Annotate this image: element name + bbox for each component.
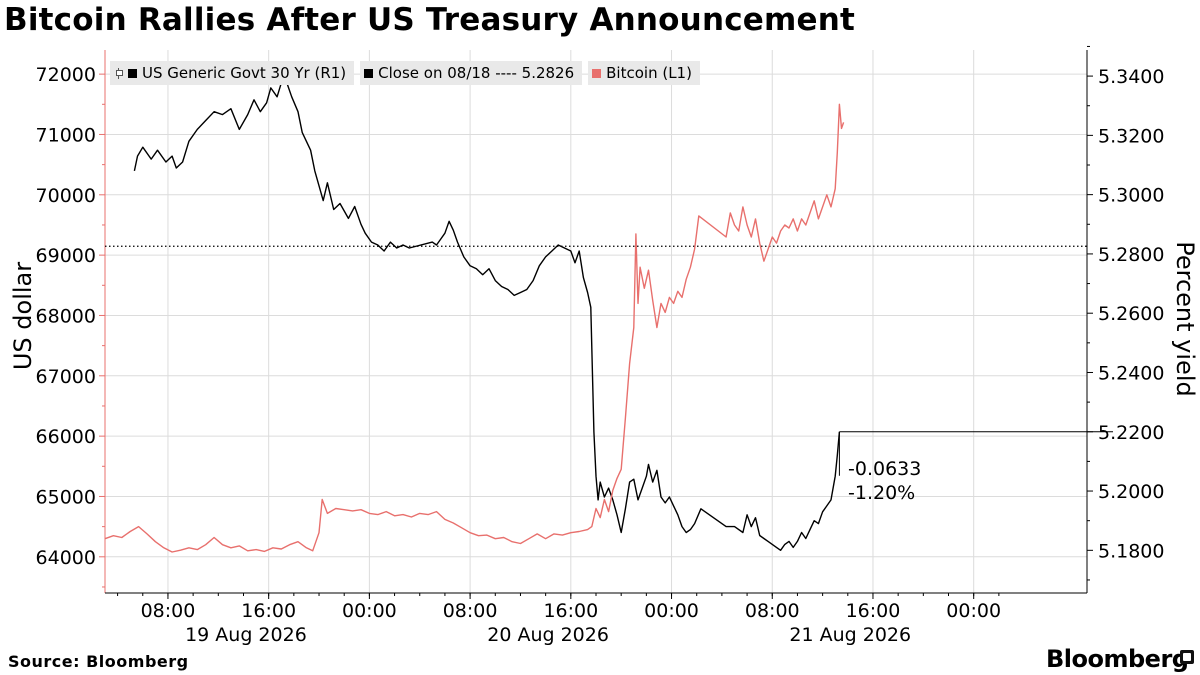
x-tick-label: 00:00 [644, 600, 699, 622]
left-axis-title-wrap: US dollar [8, 250, 37, 390]
right-tick-label: 5.3200 [1098, 125, 1164, 147]
right-tick-label: 5.1800 [1098, 540, 1164, 562]
x-tick-label: 08:00 [745, 600, 800, 622]
right-tick-label: 5.2000 [1098, 481, 1164, 503]
legend-item-close[interactable]: Close on 08/18 ---- 5.2826 [360, 61, 583, 85]
tick-marker-icon [114, 67, 123, 79]
chart-title: Bitcoin Rallies After US Treasury Announ… [4, 2, 856, 38]
right-tick-label: 5.2600 [1098, 303, 1164, 325]
legend-swatch-yield [128, 68, 137, 78]
x-tick-label: 00:00 [342, 600, 397, 622]
source-note: Source: Bloomberg [8, 652, 189, 671]
legend-swatch-bitcoin [592, 68, 602, 78]
annotations: -0.0633 -1.20% [848, 458, 921, 504]
legend-swatch-close [364, 68, 374, 78]
x-tick-label: 08:00 [443, 600, 498, 622]
chart-legend: US Generic Govt 30 Yr (R1) Close on 08/1… [110, 60, 700, 86]
left-tick-label: 68000 [36, 305, 96, 327]
left-tick-label: 70000 [36, 185, 96, 207]
x-date-label: 20 Aug 2026 [487, 624, 609, 646]
legend-label-close: Close on 08/18 ---- 5.2826 [378, 64, 575, 82]
left-tick-label: 69000 [36, 245, 96, 267]
right-tick-label: 5.2200 [1098, 422, 1164, 444]
right-axis-title: Percent yield [1171, 241, 1199, 397]
right-axis-title-wrap: Percent yield [1170, 241, 1199, 396]
brand-mark-icon [1180, 650, 1194, 664]
x-tick-label: 00:00 [946, 600, 1001, 622]
x-tick-label: 16:00 [846, 600, 901, 622]
left-tick-label: 72000 [36, 64, 96, 86]
left-tick-label: 64000 [36, 547, 96, 569]
legend-item-yield[interactable]: US Generic Govt 30 Yr (R1) [110, 61, 355, 85]
x-tick-label: 08:00 [141, 600, 196, 622]
axes [99, 45, 1093, 599]
change-value-label: -0.0633 [848, 458, 921, 480]
series-layer [104, 75, 1113, 553]
brand-logo: Bloomberg [1046, 645, 1189, 673]
right-tick-label: 5.2400 [1098, 362, 1164, 384]
x-tick-label: 16:00 [543, 600, 598, 622]
x-date-label: 21 Aug 2026 [789, 624, 911, 646]
left-tick-label: 65000 [36, 486, 96, 508]
x-date-label: 19 Aug 2026 [185, 624, 307, 646]
right-tick-label: 5.3000 [1098, 185, 1164, 207]
left-axis-title: US dollar [9, 261, 37, 371]
right-tick-label: 5.2800 [1098, 244, 1164, 266]
left-tick-label: 67000 [36, 366, 96, 388]
right-tick-label: 5.3400 [1098, 66, 1164, 88]
left-tick-label: 71000 [36, 124, 96, 146]
legend-label-bitcoin: Bitcoin (L1) [606, 64, 692, 82]
legend-item-bitcoin[interactable]: Bitcoin (L1) [588, 61, 700, 85]
bitcoin-line [104, 103, 845, 553]
legend-label-yield: US Generic Govt 30 Yr (R1) [142, 64, 347, 82]
change-percent-label: -1.20% [848, 482, 915, 504]
x-tick-label: 16:00 [241, 600, 296, 622]
left-tick-label: 66000 [36, 426, 96, 448]
yield-line [133, 75, 841, 551]
